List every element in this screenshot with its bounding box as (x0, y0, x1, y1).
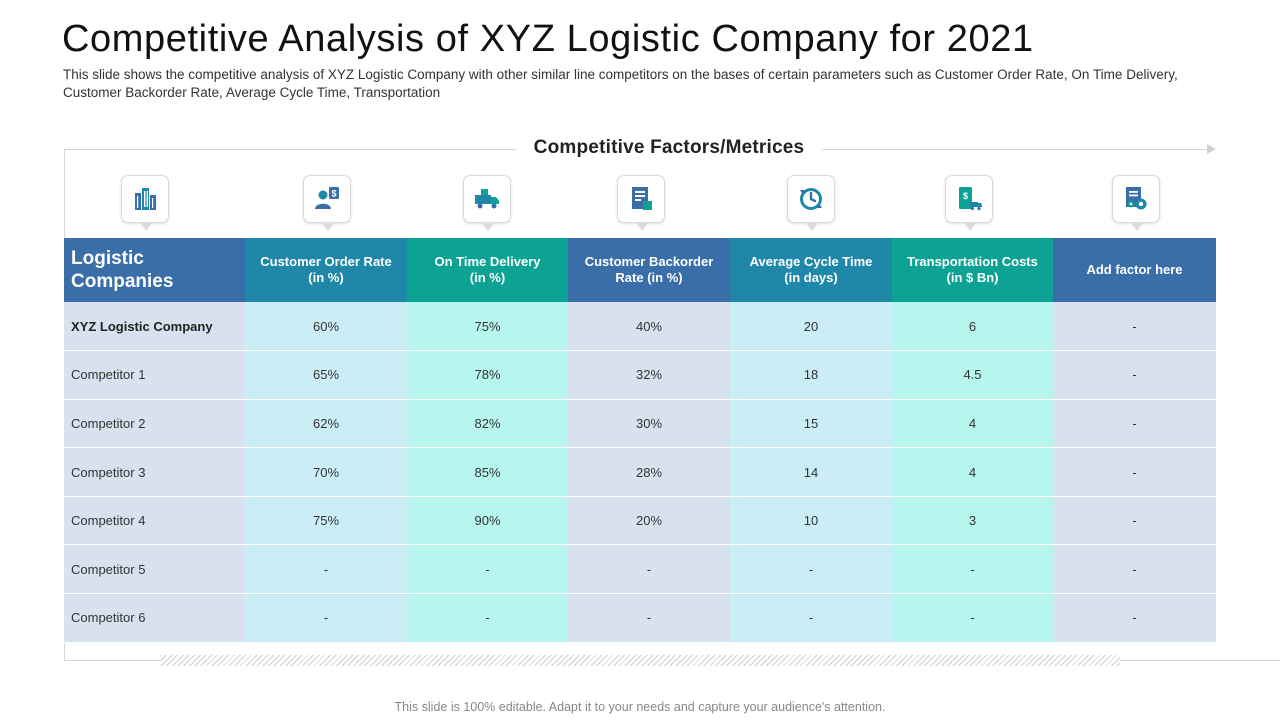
company-cell: Competitor 3 (64, 447, 245, 497)
table-cell: 10 (730, 496, 892, 546)
column-header-customer-backorder-rate: Customer Backorder Rate (in %) (568, 238, 730, 302)
table-cell: 75% (245, 496, 407, 546)
buildings-icon (121, 175, 169, 231)
table-header-row: Logistic Companies Customer Order Rate (i… (64, 238, 1216, 302)
table-cell: 60% (245, 302, 407, 352)
company-cell: Competitor 2 (64, 399, 245, 449)
svg-text:$: $ (331, 189, 336, 199)
table-cell: - (245, 593, 407, 643)
table-cell: - (407, 593, 568, 643)
table-cell: 90% (407, 496, 568, 546)
column-header-add-factor: Add factor here (1053, 238, 1216, 302)
page-title: Competitive Analysis of XYZ Logistic Com… (62, 18, 1034, 60)
table-cell: 28% (568, 447, 730, 497)
company-cell: Competitor 5 (64, 544, 245, 595)
table-cell: 70% (245, 447, 407, 497)
frame-line-top (822, 149, 1210, 150)
table-cell: 62% (245, 399, 407, 449)
decorative-hatch-bar (160, 655, 1120, 666)
table-cell: - (1053, 447, 1216, 497)
table-cell: - (892, 593, 1053, 643)
table-cell: 30% (568, 399, 730, 449)
table-row: Competitor 5 - - - - - - (64, 544, 1216, 595)
delivery-truck-icon (463, 175, 511, 231)
table-cell: - (1053, 399, 1216, 449)
header-line: Add factor here (1086, 262, 1183, 277)
svg-text:$: $ (963, 191, 968, 201)
table-row: XYZ Logistic Company 60% 75% 40% 20 6 - (64, 302, 1216, 352)
column-header-company: Logistic Companies (64, 238, 245, 302)
header-unit: (in $ Bn) (946, 270, 999, 285)
company-cell: Competitor 6 (64, 593, 245, 643)
table-cell: 65% (245, 350, 407, 400)
document-gear-icon (1112, 175, 1160, 231)
table-cell: 20 (730, 302, 892, 352)
table-cell: - (407, 544, 568, 595)
company-cell: Competitor 4 (64, 496, 245, 546)
header-line: Customer Backorder (584, 254, 714, 269)
table-cell: - (1053, 544, 1216, 595)
table-cell: - (730, 593, 892, 643)
page-subtitle: This slide shows the competitive analysi… (63, 67, 1178, 100)
frame-line-top (64, 149, 516, 150)
cycle-clock-icon (787, 175, 835, 231)
table-cell: 4 (892, 447, 1053, 497)
table-cell: 40% (568, 302, 730, 352)
column-header-on-time-delivery: On Time Delivery (in %) (407, 238, 568, 302)
header-unit: Rate (in %) (615, 270, 683, 285)
table-cell: - (892, 544, 1053, 595)
column-header-customer-order-rate: Customer Order Rate (in %) (245, 238, 407, 302)
table-cell: 3 (892, 496, 1053, 546)
header-line: Transportation Costs (907, 254, 1038, 269)
company-cell: Competitor 1 (64, 350, 245, 400)
table-cell: - (568, 544, 730, 595)
table-cell: - (730, 544, 892, 595)
transport-cost-icon: $ (945, 175, 993, 231)
table-cell: - (568, 593, 730, 643)
document-report-icon (617, 175, 665, 231)
table-cell: - (245, 544, 407, 595)
table-cell: 75% (407, 302, 568, 352)
competitive-analysis-table: Logistic Companies Customer Order Rate (i… (64, 238, 1216, 643)
table-cell: 18 (730, 350, 892, 400)
table-cell: 82% (407, 399, 568, 449)
table-cell: 20% (568, 496, 730, 546)
table-cell: - (1053, 302, 1216, 352)
table-cell: 15 (730, 399, 892, 449)
table-cell: - (1053, 496, 1216, 546)
table-cell: 6 (892, 302, 1053, 352)
customer-dollar-icon: $ (303, 175, 351, 231)
header-line: On Time Delivery (434, 254, 541, 269)
table-row: Competitor 2 62% 82% 30% 15 4 - (64, 399, 1216, 449)
table-cell: 4 (892, 399, 1053, 449)
table-row: Competitor 6 - - - - - - (64, 593, 1216, 643)
table-cell: 14 (730, 447, 892, 497)
table-row: Competitor 3 70% 85% 28% 14 4 - (64, 447, 1216, 497)
table-cell: 32% (568, 350, 730, 400)
header-unit: (in %) (469, 270, 506, 285)
table-cell: 78% (407, 350, 568, 400)
factors-heading: Competitive Factors/Metrices (533, 137, 805, 158)
company-cell: XYZ Logistic Company (64, 302, 245, 352)
table-cell: - (1053, 350, 1216, 400)
table-row: Competitor 4 75% 90% 20% 10 3 - (64, 496, 1216, 546)
column-header-transportation-costs: Transportation Costs (in $ Bn) (892, 238, 1053, 302)
header-line: Average Cycle Time (749, 254, 873, 269)
table-cell: - (1053, 593, 1216, 643)
arrow-right-icon (1207, 144, 1216, 154)
table-cell: 4.5 (892, 350, 1053, 400)
column-header-average-cycle-time: Average Cycle Time (in days) (730, 238, 892, 302)
table-row: Competitor 1 65% 78% 32% 18 4.5 - (64, 350, 1216, 400)
table-cell: 85% (407, 447, 568, 497)
footer-note: This slide is 100% editable. Adapt it to… (394, 700, 886, 714)
header-unit: (in %) (308, 270, 344, 285)
header-line: Customer Order Rate (260, 254, 392, 269)
header-unit: (in days) (784, 270, 838, 285)
